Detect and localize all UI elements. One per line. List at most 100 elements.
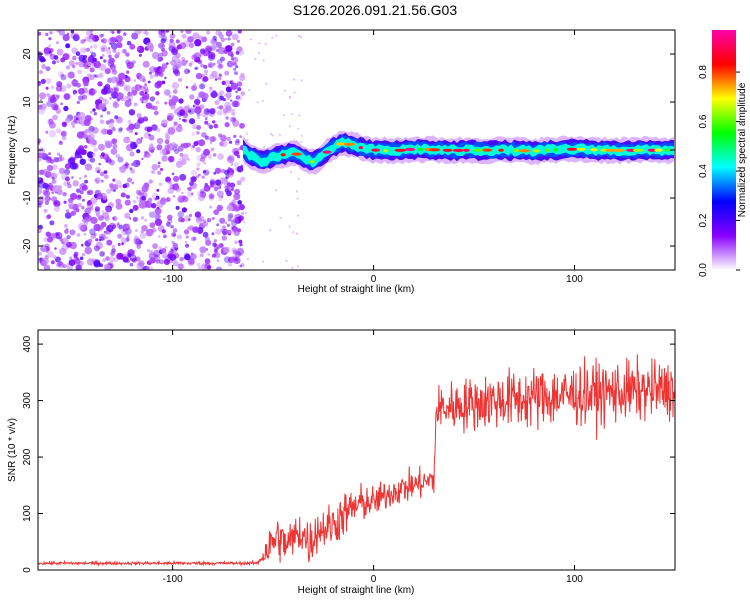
noise-point — [212, 120, 216, 124]
noise-point — [242, 221, 246, 224]
noise-point — [178, 216, 184, 223]
noise-point — [169, 38, 174, 43]
noise-point — [179, 173, 187, 181]
noise-point — [117, 128, 123, 133]
noise-point — [188, 213, 193, 218]
noise-point — [115, 180, 123, 187]
noise-point — [82, 217, 88, 223]
noise-point — [134, 132, 138, 136]
noise-point — [124, 182, 130, 188]
noise-point — [80, 149, 87, 156]
noise-point — [169, 183, 176, 190]
noise-point — [278, 133, 281, 137]
noise-point — [129, 43, 136, 50]
noise-point — [48, 130, 57, 138]
noise-point — [45, 66, 51, 72]
noise-point — [108, 57, 115, 65]
noise-point — [193, 82, 197, 86]
noise-point — [127, 119, 132, 124]
noise-point — [122, 256, 129, 263]
noise-point — [98, 102, 106, 110]
noise-point — [115, 202, 123, 210]
noise-point — [105, 236, 109, 240]
noise-point — [98, 162, 101, 166]
noise-point — [75, 117, 79, 120]
noise-point — [234, 213, 242, 221]
noise-point — [87, 238, 93, 244]
noise-point — [215, 124, 219, 128]
noise-point — [180, 159, 187, 166]
noise-point — [39, 98, 43, 102]
noise-point — [206, 109, 210, 113]
noise-point — [254, 57, 257, 61]
noise-point — [224, 169, 230, 176]
noise-point — [188, 62, 193, 67]
noise-point — [100, 44, 108, 53]
noise-point — [275, 189, 278, 192]
noise-point — [90, 233, 97, 239]
noise-point — [106, 129, 113, 136]
noise-point — [123, 136, 130, 144]
noise-point — [185, 60, 189, 63]
noise-point — [77, 111, 86, 120]
noise-point — [141, 95, 149, 104]
y-tick-label: 100 — [22, 505, 33, 522]
noise-point — [70, 30, 75, 34]
noise-point — [124, 227, 132, 235]
noise-point — [142, 116, 148, 122]
noise-point — [102, 98, 107, 102]
noise-point — [161, 155, 168, 162]
noise-point — [181, 153, 189, 161]
noise-point — [219, 134, 227, 142]
noise-point — [118, 72, 126, 81]
noise-point — [223, 256, 231, 263]
noise-point — [90, 30, 93, 33]
noise-point — [53, 205, 61, 212]
noise-point — [300, 79, 303, 82]
noise-point — [240, 91, 245, 96]
noise-point — [68, 60, 75, 67]
signal-peak — [553, 148, 559, 152]
signal-peak — [544, 148, 550, 152]
noise-point — [117, 156, 124, 163]
x-tick-label: 100 — [566, 274, 583, 285]
noise-point — [211, 217, 215, 220]
noise-point — [209, 193, 214, 199]
noise-point — [185, 235, 189, 239]
noise-point — [81, 253, 86, 257]
noise-point — [77, 195, 82, 199]
noise-point — [86, 139, 90, 143]
noise-point — [157, 165, 161, 168]
signal-peak — [452, 148, 465, 152]
noise-point — [203, 161, 207, 165]
noise-point — [49, 220, 55, 226]
noise-point — [213, 186, 219, 192]
noise-point — [155, 100, 160, 105]
noise-point — [100, 179, 104, 183]
noise-point — [202, 170, 206, 174]
noise-point — [38, 177, 44, 184]
noise-point — [173, 108, 181, 115]
noise-point — [289, 170, 293, 174]
noise-point — [199, 191, 207, 198]
snr-y-ticks: 0 100 200 300 400 — [22, 335, 675, 573]
noise-point — [46, 93, 50, 97]
noise-point — [96, 74, 100, 78]
noise-point — [214, 167, 222, 174]
noise-point — [56, 59, 60, 63]
noise-point — [124, 86, 129, 91]
noise-point — [84, 129, 89, 134]
noise-point — [227, 261, 233, 267]
noise-point — [124, 76, 131, 83]
noise-point — [157, 214, 161, 219]
noise-point — [88, 89, 96, 96]
noise-point — [234, 240, 238, 244]
noise-point — [141, 101, 144, 104]
noise-point — [109, 119, 115, 124]
noise-point — [185, 30, 192, 34]
noise-point — [135, 196, 139, 200]
noise-point — [70, 211, 75, 216]
noise-point — [209, 178, 216, 185]
signal-peak — [605, 148, 617, 152]
